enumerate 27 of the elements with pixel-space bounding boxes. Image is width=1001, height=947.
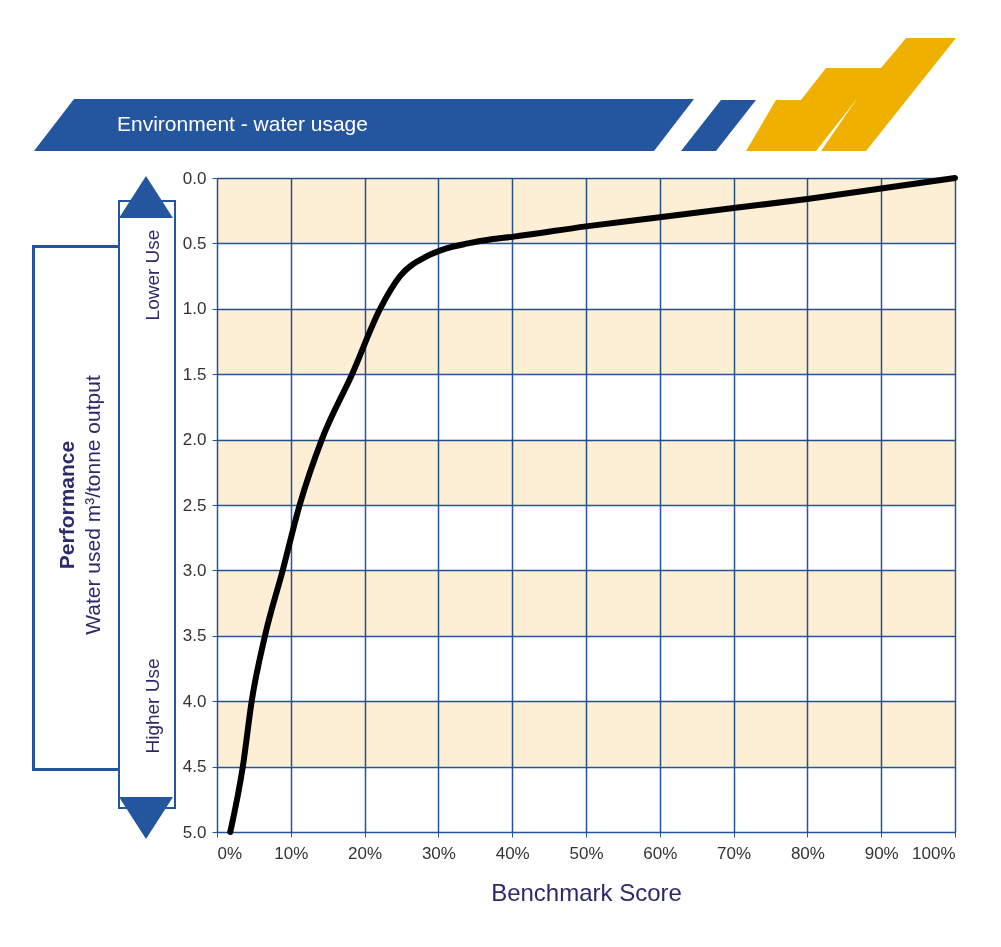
y-tick-label: 3.5 (182, 626, 207, 646)
x-tick-label: 30% (421, 843, 456, 863)
x-tick-label: 100% (912, 843, 956, 863)
chart-title: Environment - water usage (117, 112, 368, 136)
y-tick-label: 0.0 (182, 168, 207, 188)
x-tick-label: 20% (348, 843, 383, 863)
y-tick-label: 2.5 (182, 495, 207, 515)
x-tick-label: 10% (274, 843, 309, 863)
y-tick-label: 5.0 (182, 822, 207, 842)
x-tick-label: 80% (790, 843, 825, 863)
y-tick-label: 1.0 (182, 299, 207, 319)
y-tick-label: 3.0 (182, 560, 207, 580)
x-tick-label: 40% (495, 843, 530, 863)
y-tick-label: 1.5 (182, 364, 207, 384)
x-tick-label: 90% (864, 843, 899, 863)
x-tick-label: 50% (569, 843, 604, 863)
x-tick-label: 60% (643, 843, 678, 863)
x-tick-label: 70% (717, 843, 752, 863)
text: Lower Use (142, 229, 164, 321)
y-tick-label: 4.5 (182, 757, 207, 777)
text: Higher Use (142, 658, 164, 754)
y-tick-label: 0.5 (182, 233, 207, 253)
y-tick-label: 2.0 (182, 430, 207, 450)
x-tick-label: 0% (217, 843, 243, 863)
y-axis-title: Performance Water used m³/tonne output (54, 375, 105, 635)
y-tick-label: 4.0 (182, 691, 207, 711)
x-axis-title: Benchmark Score (491, 878, 682, 906)
